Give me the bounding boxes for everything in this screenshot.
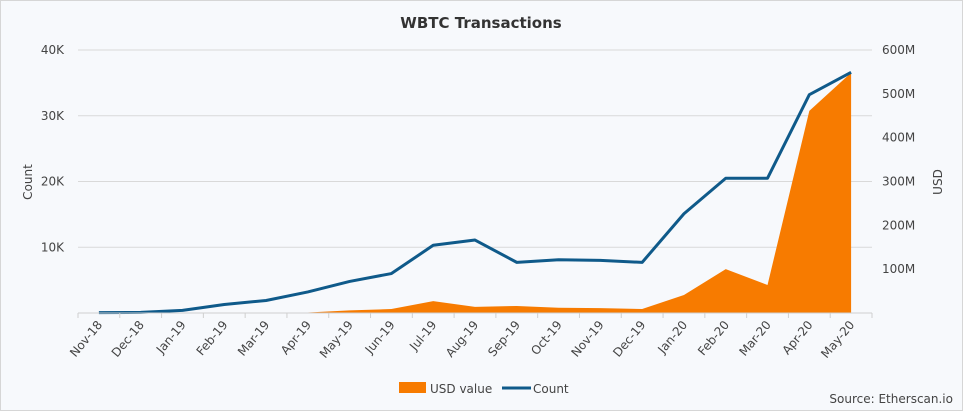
x-tick-label: Feb-20 bbox=[695, 318, 732, 358]
y2-tick-label: 500M bbox=[882, 87, 915, 101]
legend-label-usd: USD value bbox=[430, 382, 492, 396]
y-tick-label: 30K bbox=[41, 109, 65, 123]
x-tick-label: Jan-19 bbox=[153, 318, 189, 357]
x-tick-label: Jun-19 bbox=[362, 318, 398, 357]
y2-tick-label: 400M bbox=[882, 131, 915, 145]
legend-swatch-usd bbox=[399, 382, 426, 393]
x-tick-label: Dec-18 bbox=[109, 318, 147, 360]
y2-tick-label: 200M bbox=[882, 218, 915, 232]
count-line bbox=[98, 71, 852, 315]
y-tick-label: 10K bbox=[41, 240, 65, 254]
x-tick-label: Dec-19 bbox=[610, 318, 648, 360]
y-tick-label: 20K bbox=[41, 175, 65, 189]
x-tick-label: Sep-19 bbox=[485, 318, 523, 359]
x-tick-label: May-20 bbox=[818, 318, 857, 361]
y2-tick-label: 300M bbox=[882, 175, 915, 189]
x-tick-label: Nov-18 bbox=[67, 318, 105, 360]
y2-axis-label: USD bbox=[931, 169, 945, 195]
x-tick-label: Jan-20 bbox=[654, 318, 690, 357]
x-tick-label: Aug-19 bbox=[443, 318, 481, 360]
x-tick-label: Jul-19 bbox=[406, 318, 439, 354]
chart-title: WBTC Transactions bbox=[400, 14, 561, 32]
x-tick-label: Feb-19 bbox=[194, 318, 231, 358]
x-tick-label: Mar-19 bbox=[235, 318, 272, 359]
x-tick-label: Apr-19 bbox=[278, 318, 314, 357]
source-note: Source: Etherscan.io bbox=[829, 392, 953, 406]
y-tick-label: 40K bbox=[41, 43, 65, 57]
y2-tick-label: 100M bbox=[882, 262, 915, 276]
x-tick-label: Apr-20 bbox=[779, 318, 815, 357]
x-tick-label: Nov-19 bbox=[568, 318, 606, 360]
x-tick-label: Mar-20 bbox=[736, 318, 773, 359]
x-tick-label: Oct-19 bbox=[528, 318, 565, 358]
usd-value-area bbox=[98, 72, 852, 313]
y2-tick-label: 600M bbox=[882, 43, 915, 57]
y-axis-label: Count bbox=[21, 164, 35, 200]
legend: USD value Count bbox=[399, 382, 569, 396]
legend-label-count: Count bbox=[533, 382, 569, 396]
x-tick-label: May-19 bbox=[317, 318, 356, 361]
